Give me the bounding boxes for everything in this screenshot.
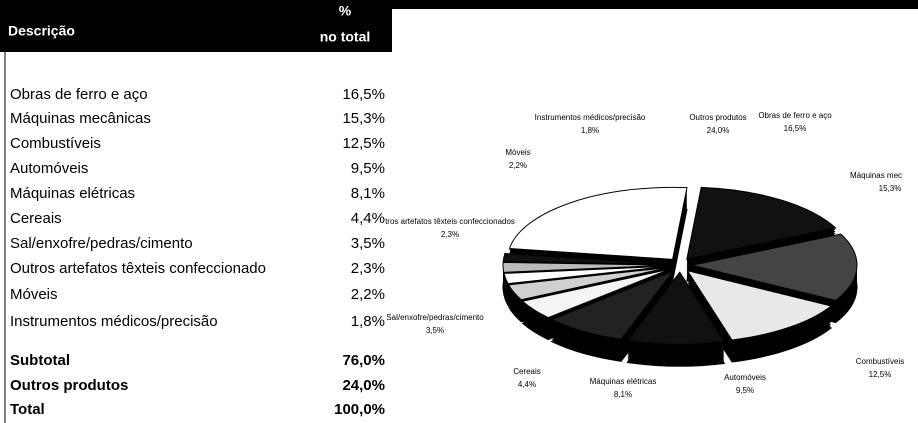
row-value: 12,5% (342, 135, 385, 152)
slice-top (502, 261, 669, 273)
pie-label: Sal/enxofre/pedras/cimento (386, 313, 484, 322)
pie-label: Automóveis (724, 373, 766, 382)
pie-value-label: 24,0% (707, 126, 730, 135)
row-value: 1,8% (351, 313, 385, 330)
header-label: Descrição (8, 23, 75, 39)
pie-value-label: 3,5% (426, 326, 444, 335)
pie-slice (691, 233, 858, 324)
pie-value-label: 1,8% (581, 126, 599, 135)
pie-slice (550, 269, 675, 362)
row-value: 2,3% (351, 260, 385, 277)
pie-value-label: 2,3% (441, 230, 459, 239)
total-label: Outros produtos (10, 377, 128, 394)
pie-label: tros artefatos têxteis confeccionados (385, 217, 515, 226)
pie-label: Móveis (505, 148, 530, 157)
slice-top (626, 271, 726, 345)
row-value: 4,4% (351, 210, 385, 227)
row-label: Outros artefatos têxteis confeccionado (10, 260, 266, 277)
row-label: Móveis (10, 286, 58, 303)
pie-value-label: 2,2% (509, 161, 527, 170)
pie-slice (626, 271, 726, 367)
row-label: Máquinas elétricas (10, 185, 135, 202)
slice-top (502, 252, 669, 265)
row-label: Automóveis (10, 160, 88, 177)
slice-top (691, 233, 858, 302)
pie-value-label: 4,4% (518, 380, 536, 389)
row-value: 16,5% (342, 86, 385, 103)
header-cell (0, 0, 392, 52)
slice-top (508, 186, 688, 260)
row-label: Sal/enxofre/pedras/cimento (10, 235, 193, 252)
slice-top (521, 268, 671, 319)
pie-label: Outros produtos (689, 113, 746, 122)
total-label: Total (10, 401, 45, 418)
total-value: 100,0% (334, 401, 385, 418)
slice-top (550, 269, 675, 340)
header-label: % (339, 3, 352, 19)
total-value: 24,0% (342, 377, 385, 394)
pie-label: Máquinas elétricas (590, 377, 657, 386)
pie-value-label: 12,5% (869, 370, 892, 379)
slice-top (686, 269, 833, 341)
slice-top (686, 186, 837, 260)
row-label: Máquinas mecânicas (10, 110, 151, 127)
row-label: Combustíveis (10, 135, 101, 152)
row-value: 3,5% (351, 235, 385, 252)
pie-value-label: 16,5% (784, 124, 807, 133)
row-value: 9,5% (351, 160, 385, 177)
row-label: Cereais (10, 210, 62, 227)
pie-value-label: 8,1% (614, 390, 632, 399)
pie-label: Cereais (513, 367, 541, 376)
pie-label: Instrumentos médicos/precisão (535, 113, 646, 122)
pie-label: Máquinas mec (850, 171, 902, 180)
total-value: 76,0% (342, 352, 385, 369)
row-label: Obras de ferro e aço (10, 86, 148, 103)
row-value: 2,2% (351, 286, 385, 303)
slice-top (507, 266, 669, 301)
pie-value-label: 15,3% (879, 184, 902, 193)
pie-value-label: 9,5% (736, 386, 754, 395)
header-label: no total (320, 29, 371, 45)
row-value: 8,1% (351, 185, 385, 202)
pie-label: Obras de ferro e aço (758, 111, 832, 120)
total-label: Subtotal (10, 352, 70, 369)
row-label: Instrumentos médicos/precisão (10, 313, 218, 330)
row-value: 15,3% (342, 110, 385, 127)
header-bar (0, 0, 918, 9)
pie-label: Combustíveis (856, 357, 904, 366)
slice-top (503, 265, 669, 285)
